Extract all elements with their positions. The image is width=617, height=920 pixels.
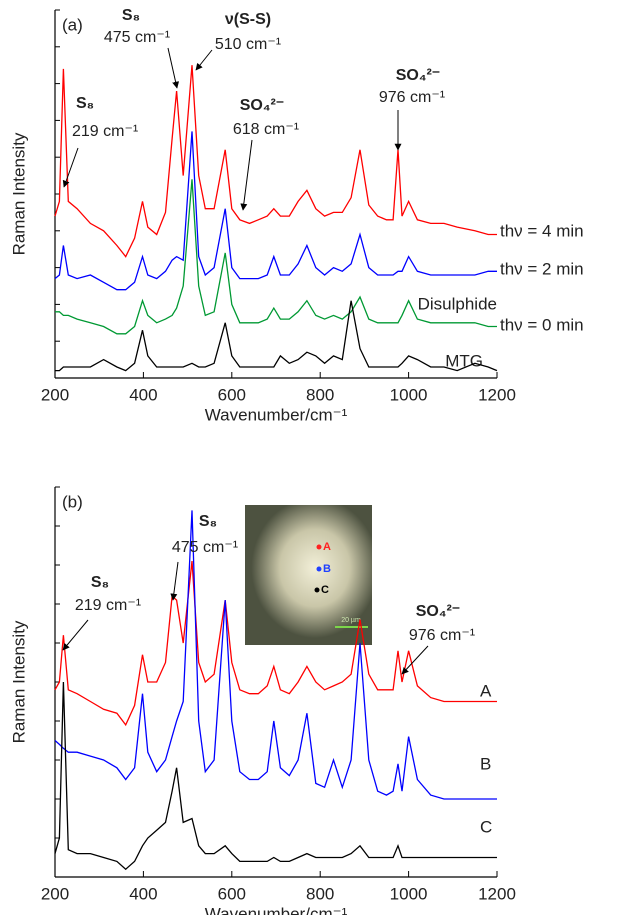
panel-label: (b) <box>62 492 83 511</box>
inset-dot <box>316 544 322 550</box>
spectrum <box>55 179 497 335</box>
arrow <box>240 139 253 211</box>
spectrum <box>54 561 497 727</box>
annotation: S₈ <box>91 574 109 591</box>
annotation: SO₄²⁻ <box>416 603 461 620</box>
annotation: 219 cm⁻¹ <box>72 123 138 140</box>
arrow <box>62 619 89 651</box>
annotation: SO₄²⁻ <box>240 97 285 114</box>
series-label: thν = 2 min <box>500 259 584 278</box>
x-tick-label: 1000 <box>390 884 428 903</box>
spectrum <box>55 300 498 372</box>
series-label: A <box>480 681 492 700</box>
annotation: S₈ <box>199 513 217 530</box>
arrow <box>167 47 180 89</box>
x-tick-label: 200 <box>41 385 69 404</box>
scale-label: 20 µm <box>341 617 361 624</box>
annotation: ν(S-S) <box>225 11 271 28</box>
x-tick-label: 1200 <box>478 385 516 404</box>
x-tick-label: 800 <box>306 884 334 903</box>
arrow <box>62 147 79 188</box>
series-label: C <box>480 817 492 836</box>
annotation: 219 cm⁻¹ <box>75 597 141 614</box>
annotation: S₈ <box>122 7 140 24</box>
annotation: 976 cm⁻¹ <box>409 627 475 644</box>
panel-label: (a) <box>62 15 83 34</box>
x-tick-label: 1200 <box>478 884 516 903</box>
x-axis-title: Wavenumber/cm⁻¹ <box>205 405 348 424</box>
spectrum <box>54 131 497 291</box>
arrow <box>170 561 179 601</box>
inset-image <box>245 505 372 645</box>
inset-label: A <box>323 541 331 553</box>
inset-dot <box>314 587 320 593</box>
x-tick-label: 400 <box>129 385 157 404</box>
x-tick-label: 1000 <box>390 385 428 404</box>
x-axis-title: Wavenumber/cm⁻¹ <box>205 904 348 915</box>
series-label: thν = 4 min <box>500 221 584 240</box>
x-tick-label: 200 <box>41 884 69 903</box>
series-label: B <box>480 754 491 773</box>
x-tick-label: 600 <box>218 884 246 903</box>
inset-label: C <box>321 584 329 596</box>
spectrum <box>54 510 497 800</box>
series-label: thν = 0 min <box>500 315 584 334</box>
annotation: 510 cm⁻¹ <box>215 36 281 53</box>
series-label: MTG <box>445 351 483 370</box>
arrow <box>195 49 213 71</box>
x-tick-label: 600 <box>218 385 246 404</box>
x-tick-label: 400 <box>129 884 157 903</box>
annotation: 976 cm⁻¹ <box>379 89 445 106</box>
x-tick-label: 800 <box>306 385 334 404</box>
inset-dot <box>316 566 322 572</box>
annotation: S₈ <box>76 95 94 112</box>
annotation: 475 cm⁻¹ <box>104 29 170 46</box>
annotation: 475 cm⁻¹ <box>172 539 238 556</box>
annotation: SO₄²⁻ <box>396 67 441 84</box>
arrow <box>401 645 429 675</box>
annotation: 618 cm⁻¹ <box>233 121 299 138</box>
spectrum <box>54 65 497 258</box>
series-label: Disulphide <box>418 294 497 313</box>
inset-label: B <box>323 563 331 575</box>
y-axis-title: Raman Intensity <box>9 620 28 743</box>
spectrum <box>54 681 497 871</box>
y-axis-title: Raman Intensity <box>9 132 28 255</box>
